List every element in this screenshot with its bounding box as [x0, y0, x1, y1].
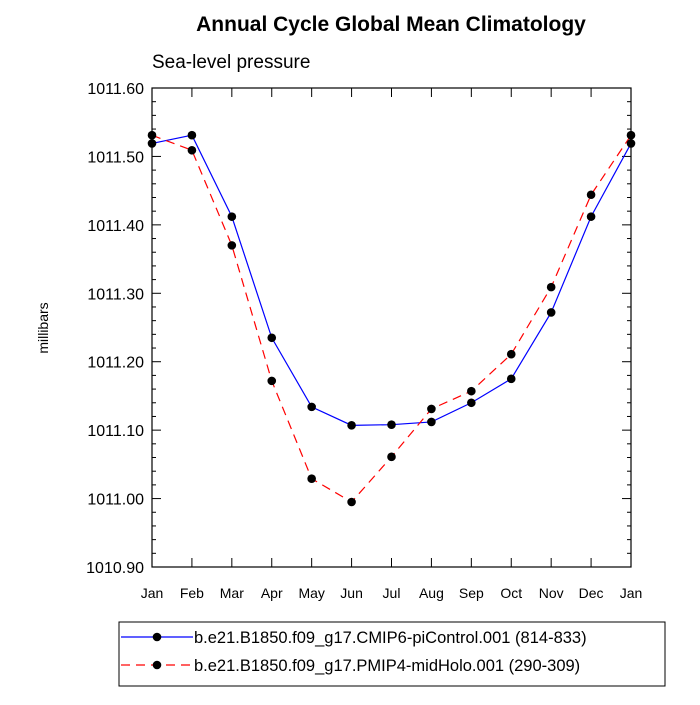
- series-1-point: [147, 139, 157, 148]
- series-1-point: [387, 420, 396, 429]
- series-1-point: [187, 130, 197, 140]
- series-2-point: [626, 130, 636, 140]
- x-tick-label: Feb: [180, 585, 204, 601]
- series-2-point: [427, 404, 436, 414]
- series-1-point: [467, 398, 476, 408]
- y-tick-label: 1011.00: [87, 492, 144, 509]
- series-2-point: [586, 190, 596, 200]
- x-tick-label: Jan: [141, 585, 164, 601]
- x-tick-label: Jan: [620, 585, 643, 601]
- y-axis-label: millibars: [35, 302, 51, 353]
- x-tick-label: Sep: [459, 585, 484, 601]
- legend-box: [118, 621, 666, 687]
- x-tick-label: Jul: [383, 585, 401, 601]
- series-2-point: [307, 474, 316, 484]
- series-line-1: [151, 134, 632, 426]
- series-2-point: [347, 497, 356, 507]
- x-tick-label: Nov: [539, 585, 564, 601]
- series-1-point: [626, 139, 636, 148]
- series-2-point: [187, 145, 197, 155]
- series-2-point: [227, 241, 237, 250]
- y-tick-label: 1010.90: [86, 560, 144, 577]
- series-1-point: [347, 421, 356, 430]
- y-tick-label: 1011.40: [87, 218, 144, 235]
- chart-title: Annual Cycle Global Mean Climatology: [196, 13, 586, 36]
- series-1-point: [506, 374, 516, 384]
- x-tick-label: Aug: [419, 585, 444, 601]
- y-tick-label: 1011.50: [87, 149, 144, 166]
- series-2-point: [147, 130, 157, 140]
- series-2-point: [506, 349, 516, 359]
- plot-frame: [151, 87, 632, 568]
- series-2-point: [546, 282, 556, 292]
- series-1-point: [546, 308, 556, 317]
- legend-label-1: b.e21.B1850.f09_g17.CMIP6-piControl.001 …: [194, 629, 587, 647]
- series-2-point: [467, 386, 476, 396]
- chart-subtitle: Sea-level pressure: [152, 52, 310, 73]
- series-1-point: [427, 417, 436, 427]
- series-2-point: [387, 452, 396, 462]
- legend-marker-2: [152, 660, 162, 670]
- y-tick-label: 1011.20: [87, 355, 144, 372]
- x-tick-label: Oct: [500, 585, 522, 601]
- series-1-point: [307, 402, 316, 412]
- legend: b.e21.B1850.f09_g17.CMIP6-piControl.001 …: [118, 621, 666, 687]
- y-tick-label: 1011.60: [87, 81, 144, 98]
- series-2-point: [267, 376, 277, 386]
- x-tick-label: Mar: [220, 585, 244, 601]
- y-tick-label: 1011.30: [87, 286, 144, 303]
- x-tick-label: Jun: [340, 585, 363, 601]
- x-tick-label: May: [298, 585, 324, 601]
- x-tick-label: Dec: [579, 585, 604, 601]
- y-tick-label: 1011.10: [87, 423, 144, 440]
- series-1-point: [267, 333, 277, 343]
- x-tick-label: Apr: [261, 585, 283, 601]
- x-axis: Jan Feb Mar Apr May Jun Jul Aug Sep Oct Nov Dec Jan: [141, 88, 643, 601]
- series-1-point: [586, 212, 596, 221]
- legend-marker-1: [152, 632, 162, 642]
- series-1-point: [227, 212, 237, 221]
- series-line-2: [151, 134, 632, 503]
- series-layer: [147, 130, 636, 507]
- y-axis: 1010.90 1011.00 1011.10 1011.20 1011.30 1011.…: [86, 81, 631, 577]
- legend-label-2: b.e21.B1850.f09_g17.PMIP4-midHolo.001 (2…: [194, 657, 580, 675]
